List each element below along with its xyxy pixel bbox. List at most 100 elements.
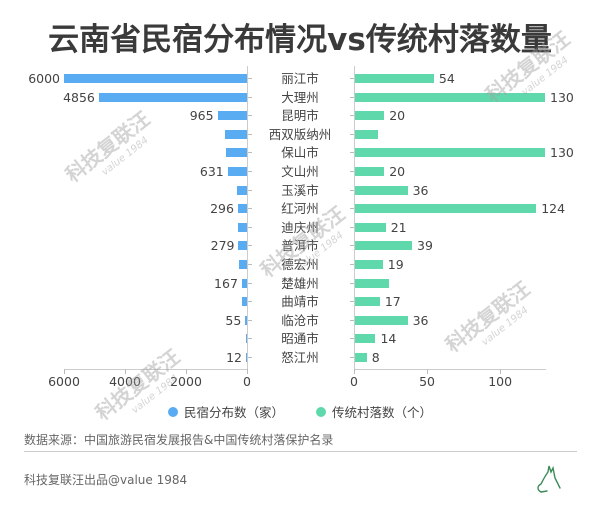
y-tick [350, 115, 354, 117]
chart-row: 279 普洱市 39 [0, 237, 600, 255]
village-bar[interactable] [355, 185, 408, 195]
y-tick [350, 282, 354, 284]
category-label: 西双版纳州 [268, 126, 332, 142]
legend-item-village[interactable]: 传统村落数（个） [315, 402, 432, 421]
homestay-bar[interactable] [225, 129, 247, 139]
village-value-label: 124 [541, 201, 566, 217]
category-label: 普洱市 [281, 238, 319, 254]
village-value-label: 17 [384, 294, 401, 310]
homestay-value-label: 965 [189, 108, 214, 124]
homestay-bar[interactable] [238, 241, 247, 251]
y-tick [248, 338, 252, 340]
category-label: 玉溪市 [281, 182, 319, 198]
village-bar[interactable] [355, 148, 545, 158]
legend-item-homestay[interactable]: 民宿分布数（家） [167, 402, 284, 421]
category-label: 保山市 [281, 145, 319, 161]
homestay-bar[interactable] [239, 260, 247, 269]
homestay-value-label: 279 [210, 238, 235, 254]
right-x-axis [354, 369, 546, 370]
y-tick [248, 245, 252, 247]
homestay-bar[interactable] [227, 167, 247, 176]
homestay-bar[interactable] [246, 353, 247, 362]
homestay-bar[interactable] [242, 297, 247, 307]
chart-row: 296 红河州 124 [0, 200, 600, 218]
y-tick [350, 189, 354, 191]
village-bar[interactable] [355, 222, 386, 232]
homestay-bar[interactable] [236, 185, 247, 195]
x-tick-label: 2000 [170, 374, 202, 389]
y-tick [350, 78, 354, 79]
category-label: 丽江市 [281, 71, 319, 86]
homestay-bar[interactable] [225, 148, 247, 158]
village-bar[interactable] [355, 204, 537, 214]
homestay-value-label: 55 [225, 312, 242, 328]
village-bar[interactable] [355, 315, 408, 325]
village-value-label: 36 [412, 182, 429, 198]
y-tick [248, 357, 252, 358]
homestay-value-label: 296 [210, 201, 234, 217]
x-tick [64, 369, 65, 374]
village-value-label: 14 [380, 331, 397, 347]
homestay-value-label: 4856 [63, 89, 95, 105]
village-bar[interactable] [355, 297, 380, 307]
x-tick [427, 369, 429, 374]
village-value-label: 130 [550, 89, 574, 105]
village-bar[interactable] [355, 260, 383, 269]
y-tick [248, 171, 252, 172]
village-bar[interactable] [355, 167, 385, 176]
village-bar[interactable] [355, 74, 434, 83]
village-bar[interactable] [355, 353, 367, 362]
y-tick [248, 189, 252, 191]
y-tick [248, 152, 252, 154]
divider [24, 451, 577, 452]
village-bar[interactable] [355, 129, 379, 139]
chart-row: 965 昆明市 20 [0, 107, 600, 125]
chart-row: 西双版纳州 [0, 126, 600, 144]
x-tick [500, 369, 502, 374]
y-tick [248, 319, 252, 321]
homestay-bar[interactable] [217, 111, 247, 121]
homestay-bar[interactable] [246, 334, 247, 344]
category-label: 楚雄州 [281, 275, 319, 291]
x-tick-label: 0 [243, 374, 251, 389]
y-tick [350, 171, 354, 172]
village-bar[interactable] [355, 92, 545, 102]
homestay-bar[interactable] [98, 92, 247, 102]
village-bar[interactable] [355, 278, 389, 288]
homestay-value-label: 167 [214, 275, 238, 291]
homestay-bar[interactable] [237, 204, 247, 214]
chart-row: 631 文山州 20 [0, 163, 600, 181]
y-tick [350, 152, 354, 154]
homestay-bar[interactable] [241, 278, 247, 288]
data-source: 数据来源：中国旅游民宿发展报告&中国传统村落保护名录 [24, 433, 334, 447]
category-label: 迪庆州 [281, 219, 319, 235]
x-tick-label: 6000 [48, 374, 80, 389]
chart-row: 曲靖市 17 [0, 293, 600, 311]
y-tick [248, 282, 252, 284]
village-value-label: 19 [387, 257, 404, 272]
butterfly-chart: 6000 4000 2000 0 0 50 100 6000 丽江市 54 4856 大理州 130 96… [0, 66, 600, 389]
village-bar[interactable] [355, 241, 412, 251]
homestay-bar[interactable] [64, 74, 247, 83]
chart-row: 12 怒江州 8 [0, 349, 600, 367]
chart-row: 德宏州 19 [0, 256, 600, 274]
x-tick-label: 50 [419, 374, 436, 389]
y-tick [248, 226, 252, 228]
y-tick [350, 264, 354, 265]
right-axis-line [354, 66, 355, 369]
category-label: 昭通市 [281, 331, 319, 347]
homestay-bar[interactable] [245, 315, 247, 325]
x-tick [247, 369, 248, 374]
x-tick-label: 0 [350, 374, 358, 389]
homestay-bar[interactable] [237, 222, 247, 232]
chart-row: 4856 大理州 130 [0, 89, 600, 107]
village-bar[interactable] [355, 334, 376, 344]
chart-row: 保山市 130 [0, 144, 600, 162]
chart-row: 昭通市 14 [0, 330, 600, 348]
y-tick [248, 264, 252, 265]
y-tick [248, 301, 252, 303]
x-tick-label: 4000 [109, 374, 141, 389]
village-bar[interactable] [355, 111, 385, 121]
category-label: 红河州 [281, 201, 319, 217]
y-tick [350, 338, 354, 340]
